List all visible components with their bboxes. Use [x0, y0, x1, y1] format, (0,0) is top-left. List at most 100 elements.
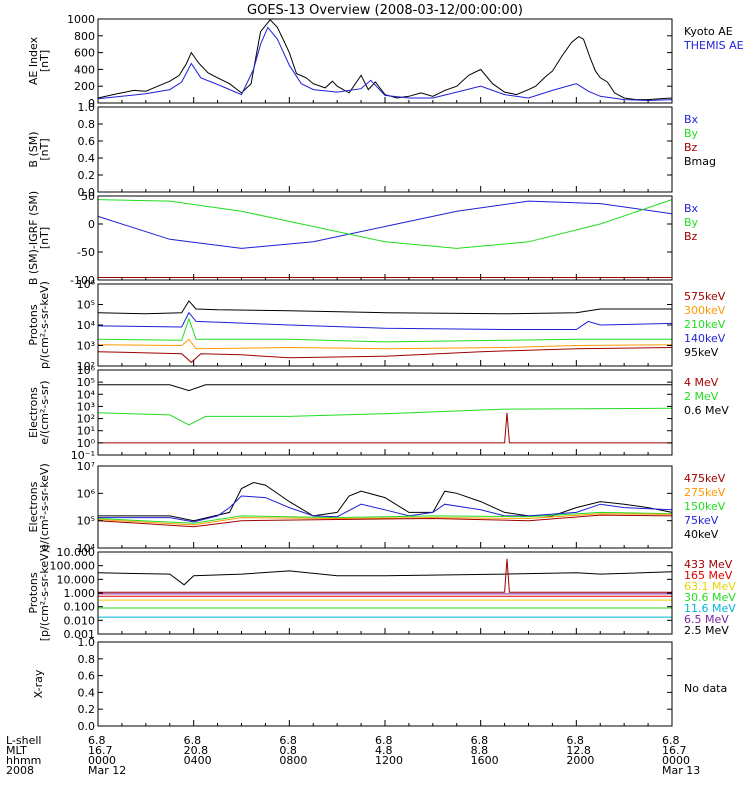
ytick-label-electrons_maged-2: 10⁵ — [77, 515, 95, 528]
legend-xray-0: No data — [684, 682, 727, 695]
ytick-label-electrons_epead-4: 10² — [77, 413, 95, 426]
legend-protons_mageds-1: 300keV — [684, 304, 726, 317]
xaxis-col-6-row-1: 16.7 — [662, 744, 687, 757]
ytick-label-protons_epead-4: 0.100 — [64, 601, 96, 614]
panel-frame-bigrf — [97, 195, 673, 281]
ytick-label-electrons_maged-3: 10⁴ — [77, 542, 96, 555]
ytick-label-protons_mageds-2: 10⁴ — [77, 319, 96, 332]
legend-electrons_epead-2: 0.6 MeV — [684, 404, 729, 417]
legend-protons_epead-4: 11.6 MeV — [684, 602, 736, 615]
legend-electrons_maged-2: 150keV — [684, 500, 726, 513]
xaxis-col-5-row-1: 12.8 — [566, 744, 591, 757]
xaxis-col-3-row-2: 1200 — [375, 754, 403, 767]
legend-bsm-0: Bx — [684, 113, 699, 126]
xaxis-col-6-row-2: 0000 — [662, 754, 690, 767]
xaxis-col-5-row-0: 6.8 — [566, 734, 584, 747]
ytick-label-protons_epead-2: 10.000 — [57, 573, 96, 586]
ytick-label-protons_mageds-3: 10³ — [77, 340, 95, 353]
ytick-label-bigrf-3: -100 — [70, 274, 95, 287]
legend-protons_epead-3: 30.6 MeV — [684, 591, 736, 604]
series-ae-1 — [97, 26, 673, 102]
ytick-label-ae-4: 200 — [74, 80, 95, 93]
xaxis-col-2-row-2: 0800 — [279, 754, 307, 767]
ylabel-electrons_maged-1: e/(cm²-s-sr-keV) — [38, 463, 51, 551]
series-electrons_epead-0 — [98, 384, 672, 392]
ytick-label-electrons_epead-3: 10³ — [77, 400, 95, 413]
xaxis-col-1-row-0: 6.8 — [184, 734, 202, 747]
ytick-label-protons_mageds-0: 10⁶ — [77, 278, 96, 291]
ytick-label-electrons_epead-0: 10⁶ — [77, 364, 96, 377]
series-protons_epead-6 — [98, 558, 672, 593]
legend-electrons_maged-4: 40keV — [684, 528, 719, 541]
series-protons_mageds-1 — [97, 311, 673, 330]
series-electrons_maged-4 — [97, 514, 673, 528]
legend-bigrf-0: Bx — [684, 202, 699, 215]
ytick-label-protons_mageds-4: 10² — [77, 360, 95, 373]
legend-bsm-1: By — [684, 127, 699, 140]
xaxis-col-2-row-1: 0.8 — [279, 744, 297, 757]
legend-protons_mageds-3: 140keV — [684, 332, 726, 345]
ylabel-ae-0: AE Index — [27, 36, 40, 85]
ytick-label-ae-2: 600 — [74, 47, 95, 60]
ytick-label-protons_epead-5: 0.010 — [64, 614, 96, 627]
xaxis-col-0-row-1: 16.7 — [88, 744, 113, 757]
xaxis-row-label-3: 2008 — [6, 764, 34, 777]
xaxis-col-5-row-2: 2000 — [566, 754, 594, 767]
ytick-label-bsm-1: 0.8 — [78, 118, 96, 131]
ylabel-protons_mageds-1: p/(cm²-s-sr-keV) — [38, 281, 51, 369]
xaxis-col-3-row-1: 4.8 — [375, 744, 393, 757]
ytick-label-protons_epead-3: 1.000 — [64, 587, 96, 600]
xaxis-col-2-row-0: 6.8 — [279, 734, 297, 747]
figure-title: GOES-13 Overview (2008-03-12/00:00:00) — [247, 3, 523, 18]
xaxis-col-0-row-0: 6.8 — [88, 734, 106, 747]
legend-bsm-2: Bz — [684, 141, 698, 154]
legend-electrons_epead-0: 4 MeV — [684, 376, 719, 389]
ytick-label-bigrf-1: 0 — [88, 218, 95, 231]
xaxis-col-0-row-3: Mar 12 — [88, 764, 126, 777]
xaxis-col-0-row-2: 0000 — [88, 754, 116, 767]
panel-frame-bsm — [97, 106, 673, 193]
panel-ae: 1000 800 600 400 200 0 AE Index[nT] Kyoto AETHE… — [27, 13, 744, 110]
ytick-label-electrons_epead-5: 10¹ — [77, 425, 95, 438]
ytick-label-electrons_maged-1: 10⁶ — [77, 487, 96, 500]
series-electrons_maged-3 — [97, 513, 673, 526]
legend-protons_epead-6: 2.5 MeV — [684, 624, 729, 637]
xaxis-col-3-row-0: 6.8 — [375, 734, 393, 747]
xaxis-row-label-0: L-shell — [6, 734, 42, 747]
ytick-label-ae-3: 400 — [74, 63, 95, 76]
series-bigrf-0 — [97, 200, 673, 249]
panel-frame-ae — [97, 18, 673, 104]
series-protons_epead-0 — [97, 570, 673, 586]
series-electrons_epead-2 — [98, 412, 672, 444]
ylabel-bsm-0: B (SM) — [27, 131, 40, 167]
legend-bsm-3: Bmag — [684, 155, 716, 168]
ytick-label-xray-0: 1.0 — [78, 636, 96, 649]
series-electrons_maged-0 — [98, 481, 673, 522]
panel-frame-protons_mageds — [97, 283, 673, 367]
xaxis-col-4-row-2: 1600 — [471, 754, 499, 767]
panel-protons_epead: 10.000100.00010.0001.0000.1000.0100.001P… — [27, 545, 736, 642]
xaxis-col-6-row-0: 6.8 — [662, 734, 680, 747]
legend-electrons_maged-3: 75keV — [684, 514, 719, 527]
legend-bigrf-1: By — [684, 216, 699, 229]
ytick-label-bigrf-2: -50 — [77, 246, 95, 259]
ytick-label-xray-1: 0.8 — [78, 653, 96, 666]
ytick-label-protons_epead-1: 100.000 — [50, 560, 96, 573]
legend-protons_epead-0: 433 MeV — [684, 558, 733, 571]
legend-protons_mageds-0: 575keV — [684, 290, 726, 303]
legend-protons_epead-5: 6.5 MeV — [684, 613, 729, 626]
ylabel-protons_mageds-0: Protons — [27, 304, 40, 345]
ytick-label-xray-2: 0.6 — [78, 670, 96, 683]
ylabel-xray-0: X-ray — [32, 669, 45, 698]
ytick-label-bsm-3: 0.4 — [78, 152, 96, 165]
ytick-label-protons_mageds-1: 10⁵ — [77, 299, 95, 312]
series-protons_mageds-0 — [97, 300, 672, 315]
ytick-label-electrons_epead-2: 10⁴ — [77, 388, 96, 401]
ylabel-bigrf-1: [nT] — [38, 227, 51, 249]
series-electrons_epead-1 — [97, 407, 673, 426]
